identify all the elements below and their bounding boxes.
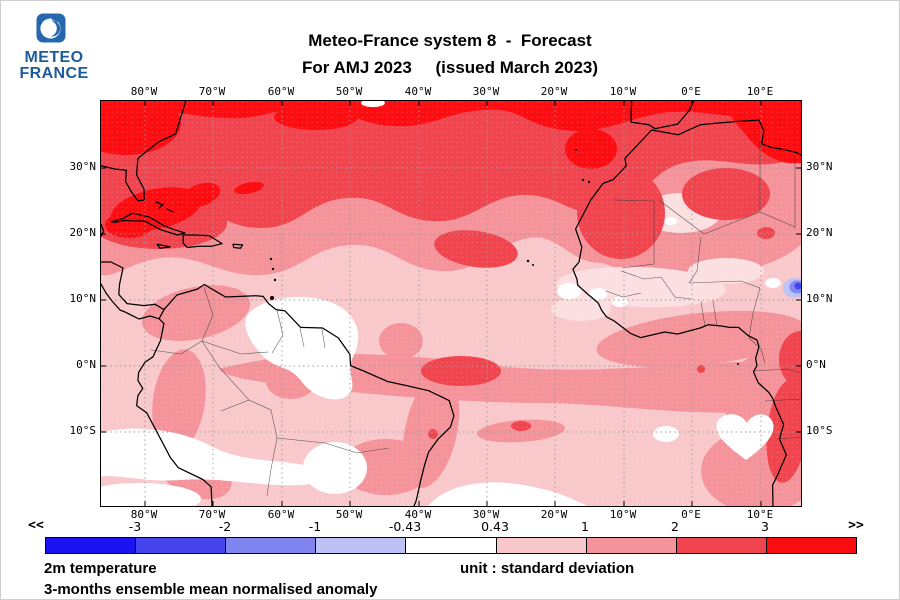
colorbar-segment xyxy=(225,538,316,553)
lon-label-top: 10°E xyxy=(746,85,774,98)
colorbar-tick: -0.43 xyxy=(388,519,422,534)
colorbar-segment xyxy=(495,538,586,553)
lon-label-bottom: 30°W xyxy=(472,508,500,521)
lat-label-right: 0°N xyxy=(806,358,826,371)
lat-label-left: 0°N xyxy=(76,358,96,371)
variable-label: 2m temperature xyxy=(44,560,157,577)
colorbar-underflow-arrow: << xyxy=(28,518,44,533)
colorbar-tick: -2 xyxy=(218,519,232,534)
lat-label-right: 20°N xyxy=(806,226,833,239)
lat-label-left: 20°N xyxy=(69,226,97,239)
lon-label-top: 50°W xyxy=(335,85,363,98)
colorbar-tick: 3 xyxy=(761,519,769,534)
forecast-map-svg xyxy=(101,101,801,506)
unit-label: unit : standard deviation xyxy=(460,560,635,577)
colorbar-segment xyxy=(675,538,766,553)
lon-label-top: 20°W xyxy=(540,85,568,98)
lon-label-top: 0°E xyxy=(681,85,701,98)
colorbar-tick: -3 xyxy=(128,519,142,534)
lon-label-top: 30°W xyxy=(472,85,500,98)
lon-label-bottom: 80°W xyxy=(130,508,158,521)
meteo-france-wordmark: METEO FRANCE xyxy=(16,50,92,82)
lat-label-left: 10°S xyxy=(69,424,97,437)
colorbar-segment xyxy=(765,538,856,553)
lon-label-bottom: 20°W xyxy=(540,508,568,521)
lon-label-top: 10°W xyxy=(609,85,637,98)
lon-label-top: 60°W xyxy=(267,85,295,98)
coastlines xyxy=(101,101,801,506)
small-islands xyxy=(269,149,739,365)
lon-label-bottom: 10°E xyxy=(746,508,774,521)
colorbar-segment xyxy=(315,538,406,553)
colorbar-tick: 0.43 xyxy=(481,519,509,534)
lon-label-bottom: 50°W xyxy=(335,508,363,521)
lat-label-left: 10°N xyxy=(69,292,97,305)
lon-label-top: 70°W xyxy=(198,85,226,98)
lon-label-bottom: 70°W xyxy=(198,508,226,521)
colorbar-tick: -1 xyxy=(308,519,322,534)
colorbar-tick: 2 xyxy=(671,519,679,534)
colorbar-segment xyxy=(585,538,676,553)
country-borders xyxy=(150,141,801,497)
lat-label-right: 10°S xyxy=(806,424,833,437)
colorbar-tick: 1 xyxy=(581,519,589,534)
logo-brand-line2: FRANCE xyxy=(19,65,89,82)
lat-label-right: 10°N xyxy=(806,292,833,305)
colorbar-segment xyxy=(46,538,136,553)
lon-label-bottom: 0°E xyxy=(681,508,701,521)
axis-ticks xyxy=(101,101,801,506)
stipple-texture xyxy=(101,101,801,506)
lon-label-bottom: 10°W xyxy=(609,508,637,521)
forecast-map xyxy=(100,100,802,507)
lon-label-bottom: 60°W xyxy=(267,508,295,521)
lon-label-top: 80°W xyxy=(130,85,158,98)
page-title: Meteo-France system 8 - Forecast xyxy=(308,31,592,50)
lat-label-right: 30°N xyxy=(806,160,833,173)
colorbar xyxy=(45,537,857,554)
description-label: 3-months ensemble mean normalised anomal… xyxy=(44,581,378,598)
graticule-grid xyxy=(101,101,801,506)
meteo-france-logo-icon xyxy=(36,13,66,43)
lon-label-top: 40°W xyxy=(404,85,432,98)
colorbar-segment xyxy=(135,538,226,553)
colorbar-segment xyxy=(405,538,496,553)
logo-brand-line1: METEO xyxy=(24,49,84,66)
lat-label-left: 30°N xyxy=(69,160,97,173)
page-subtitle: For AMJ 2023 (issued March 2023) xyxy=(301,58,599,77)
colorbar-overflow-arrow: >> xyxy=(848,518,864,533)
lon-label-bottom: 40°W xyxy=(404,508,432,521)
